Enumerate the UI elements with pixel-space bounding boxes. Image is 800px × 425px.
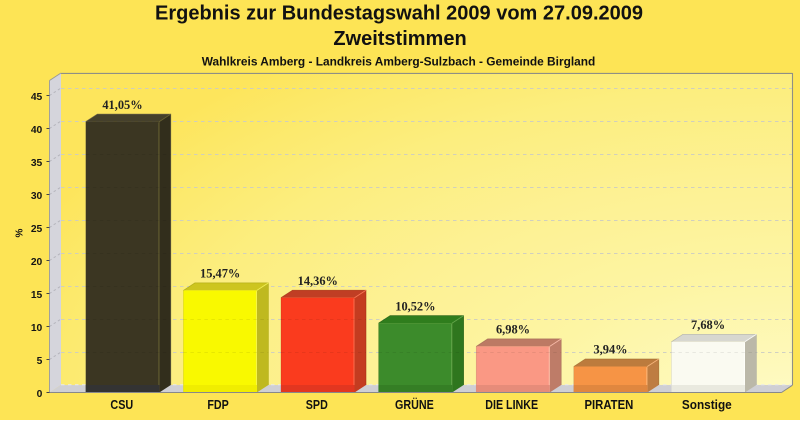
svg-text:30: 30 (31, 191, 43, 202)
svg-text:20: 20 (31, 257, 43, 268)
svg-text:CSU: CSU (110, 397, 133, 412)
svg-text:25: 25 (31, 224, 43, 235)
svg-text:14,36%: 14,36% (298, 274, 338, 288)
svg-text:FDP: FDP (207, 397, 229, 412)
svg-text:GRÜNE: GRÜNE (395, 397, 434, 412)
svg-text:10,52%: 10,52% (395, 299, 435, 313)
svg-text:15,47%: 15,47% (200, 267, 240, 281)
svg-text:45: 45 (31, 92, 43, 103)
svg-text:PIRATEN: PIRATEN (585, 397, 634, 412)
svg-text:35: 35 (31, 158, 43, 169)
svg-text:15: 15 (31, 290, 43, 301)
svg-text:0: 0 (37, 389, 43, 400)
svg-text:Ergebnis zur Bundestagswahl 20: Ergebnis zur Bundestagswahl 2009 vom 27.… (155, 3, 643, 25)
svg-text:6,98%: 6,98% (496, 323, 530, 337)
svg-text:Wahlkreis Amberg - Landkreis A: Wahlkreis Amberg - Landkreis Amberg-Sulz… (202, 54, 596, 68)
svg-text:10: 10 (31, 323, 43, 334)
svg-text:40: 40 (31, 125, 43, 136)
svg-text:Zweitstimmen: Zweitstimmen (333, 28, 466, 50)
svg-text:%: % (14, 228, 25, 237)
svg-text:41,05%: 41,05% (102, 98, 142, 112)
svg-text:3,94%: 3,94% (593, 343, 627, 357)
svg-text:Sonstige: Sonstige (682, 397, 732, 412)
svg-text:7,68%: 7,68% (691, 318, 725, 332)
svg-text:DIE LINKE: DIE LINKE (485, 397, 538, 412)
svg-text:SPD: SPD (306, 397, 328, 412)
svg-text:5: 5 (37, 356, 43, 367)
